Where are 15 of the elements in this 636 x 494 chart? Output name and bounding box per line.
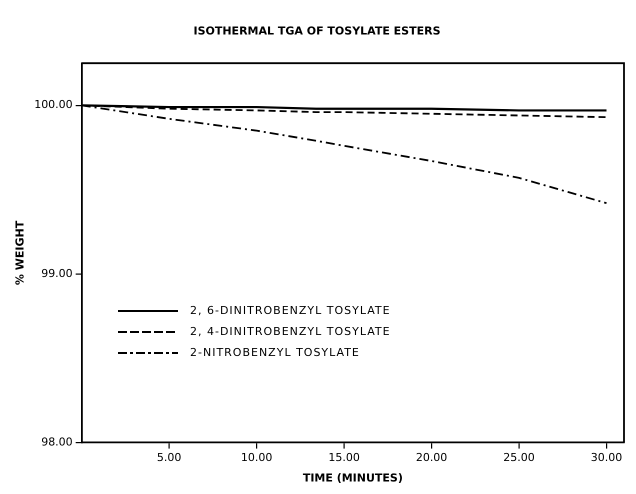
x-tick-label: 10.00	[240, 451, 272, 464]
y-tick-label: 100.00	[34, 98, 73, 112]
y-tick-label: 99.00	[41, 266, 73, 280]
x-tick-label: 15.00	[328, 451, 360, 464]
legend-label: 2, 4-DINITROBENZYL TOSYLATE	[190, 325, 391, 338]
x-axis-title: TIME (MINUTES)	[302, 471, 403, 484]
x-tick-label: 20.00	[416, 451, 448, 464]
x-tick-label: 30.00	[590, 451, 622, 464]
chart-title: ISOTHERMAL TGA OF TOSYLATE ESTERS	[193, 24, 441, 38]
x-tick-label: 25.00	[503, 451, 535, 464]
y-tick-label: 98.00	[41, 435, 73, 448]
legend-label: 2-NITROBENZYL TOSYLATE	[190, 346, 360, 359]
legend-label: 2, 6-DINITROBENZYL TOSYLATE	[190, 304, 391, 317]
y-axis-title: % WEIGHT	[13, 220, 26, 286]
x-tick-label: 5.00	[156, 451, 182, 464]
